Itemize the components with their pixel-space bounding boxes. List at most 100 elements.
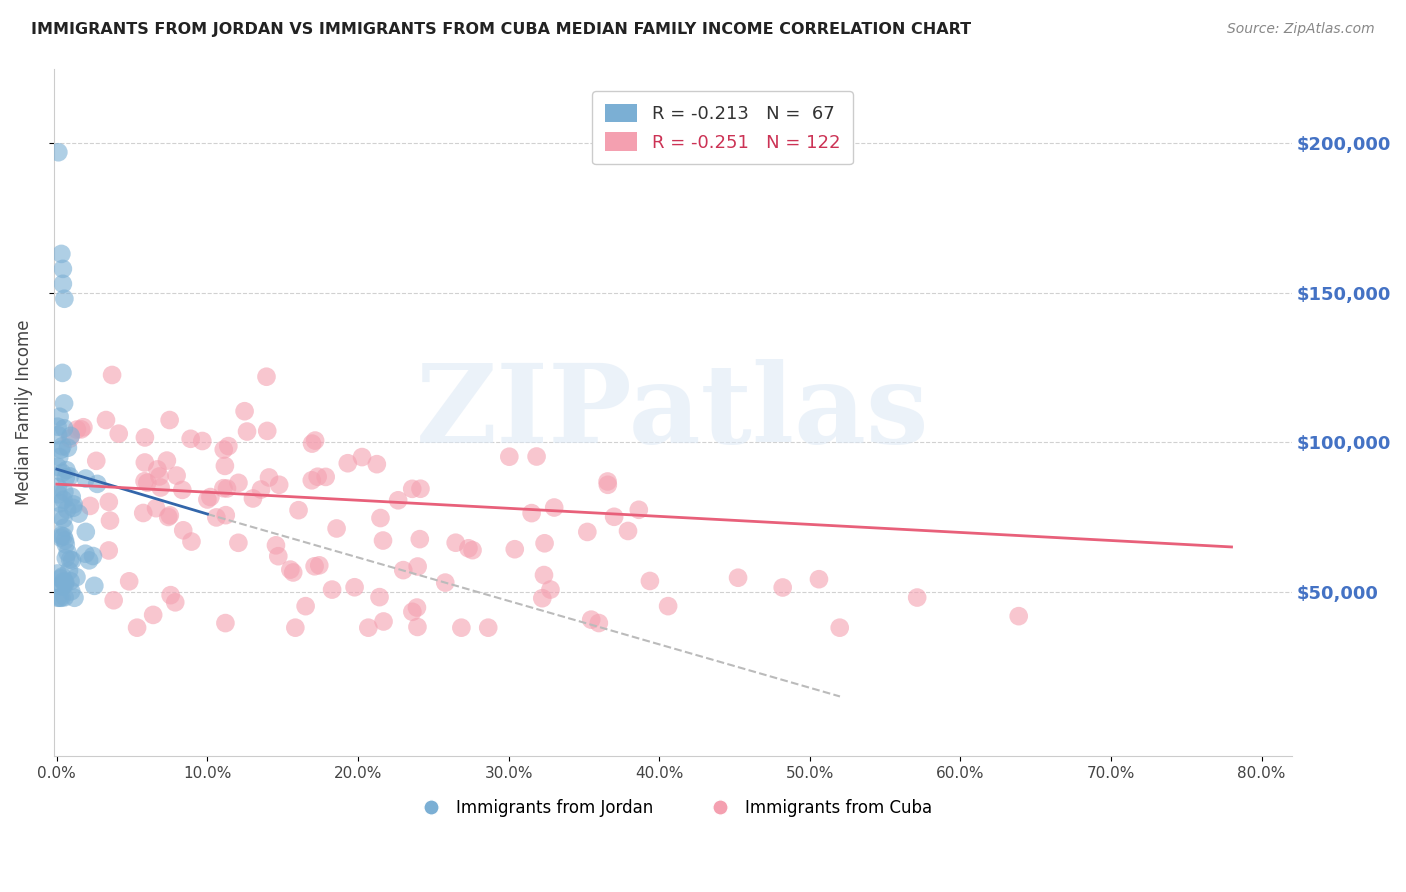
Immigrants from Cuba [304,434,326,448]
Immigrants from Cuba [142,607,165,622]
Immigrants from Cuba [772,581,794,595]
Immigrants from Cuba [166,468,188,483]
Immigrants from Jordan [49,579,72,593]
Immigrants from Jordan [55,463,77,477]
Immigrants from Cuba [450,621,472,635]
Immigrants from Cuba [250,483,273,497]
Immigrants from Cuba [125,621,148,635]
Immigrants from Jordan [75,547,97,561]
Immigrants from Jordan [52,529,75,543]
Immigrants from Cuba [533,568,555,582]
Immigrants from Cuba [212,481,235,495]
Immigrants from Cuba [269,477,291,491]
Immigrants from Jordan [48,145,70,160]
Immigrants from Cuba [180,534,202,549]
Immigrants from Cuba [409,532,432,546]
Immigrants from Cuba [657,599,679,614]
Immigrants from Cuba [59,432,82,446]
Immigrants from Cuba [498,450,520,464]
Immigrants from Cuba [638,574,661,588]
Immigrants from Cuba [217,439,239,453]
Immigrants from Cuba [97,495,120,509]
Immigrants from Jordan [58,564,80,578]
Immigrants from Cuba [321,582,343,597]
Immigrants from Jordan [65,570,87,584]
Immigrants from Cuba [371,533,394,548]
Immigrants from Jordan [59,574,82,589]
Immigrants from Cuba [283,566,305,580]
Immigrants from Cuba [134,475,156,489]
Immigrants from Cuba [540,582,562,597]
Immigrants from Jordan [46,480,69,494]
Immigrants from Cuba [444,535,467,549]
Immigrants from Cuba [287,503,309,517]
Immigrants from Cuba [72,420,94,434]
Immigrants from Cuba [807,572,830,586]
Immigrants from Cuba [103,593,125,607]
Immigrants from Cuba [627,503,650,517]
Immigrants from Cuba [406,620,429,634]
Immigrants from Cuba [350,450,373,464]
Immigrants from Jordan [49,571,72,585]
Immigrants from Cuba [531,591,554,606]
Immigrants from Jordan [51,529,73,543]
Immigrants from Cuba [307,469,329,483]
Immigrants from Cuba [457,541,479,556]
Immigrants from Jordan [49,496,72,510]
Immigrants from Jordan [82,549,104,563]
Immigrants from Cuba [280,563,302,577]
Immigrants from Cuba [242,491,264,506]
Immigrants from Cuba [256,424,278,438]
Immigrants from Jordan [53,576,76,591]
Immigrants from Cuba [368,590,391,604]
Immigrants from Jordan [55,537,77,551]
Immigrants from Cuba [308,558,330,573]
Immigrants from Jordan [53,575,76,590]
Immigrants from Cuba [214,616,236,631]
Immigrants from Cuba [543,500,565,515]
Immigrants from Jordan [46,419,69,434]
Immigrants from Cuba [301,473,323,487]
Immigrants from Cuba [97,543,120,558]
Immigrants from Jordan [56,502,79,516]
Immigrants from Jordan [52,492,75,507]
Immigrants from Cuba [215,508,238,523]
Immigrants from Cuba [148,469,170,483]
Immigrants from Cuba [118,574,141,589]
Immigrants from Cuba [156,453,179,467]
Immigrants from Jordan [75,471,97,485]
Immigrants from Jordan [62,497,84,511]
Immigrants from Cuba [373,615,395,629]
Immigrants from Cuba [406,559,429,574]
Text: ZIPatlas: ZIPatlas [416,359,929,466]
Immigrants from Cuba [596,478,619,492]
Immigrants from Cuba [256,369,278,384]
Immigrants from Cuba [214,458,236,473]
Immigrants from Jordan [53,485,76,500]
Immigrants from Jordan [49,531,72,545]
Legend: Immigrants from Jordan, Immigrants from Cuba: Immigrants from Jordan, Immigrants from … [408,792,938,823]
Immigrants from Jordan [51,247,73,261]
Immigrants from Jordan [56,441,79,455]
Immigrants from Cuba [212,442,235,457]
Immigrants from Cuba [149,481,172,495]
Immigrants from Cuba [284,621,307,635]
Immigrants from Cuba [159,588,181,602]
Immigrants from Cuba [905,591,928,605]
Immigrants from Jordan [52,574,75,589]
Immigrants from Cuba [134,430,156,444]
Immigrants from Cuba [165,595,187,609]
Immigrants from Cuba [132,506,155,520]
Immigrants from Jordan [48,409,70,424]
Immigrants from Jordan [60,584,83,599]
Immigrants from Jordan [53,591,76,605]
Immigrants from Jordan [53,292,76,306]
Immigrants from Jordan [53,521,76,535]
Immigrants from Cuba [392,563,415,577]
Immigrants from Jordan [52,277,75,291]
Immigrants from Jordan [51,591,73,605]
Immigrants from Cuba [603,509,626,524]
Immigrants from Cuba [146,462,169,476]
Immigrants from Cuba [387,493,409,508]
Immigrants from Jordan [46,459,69,474]
